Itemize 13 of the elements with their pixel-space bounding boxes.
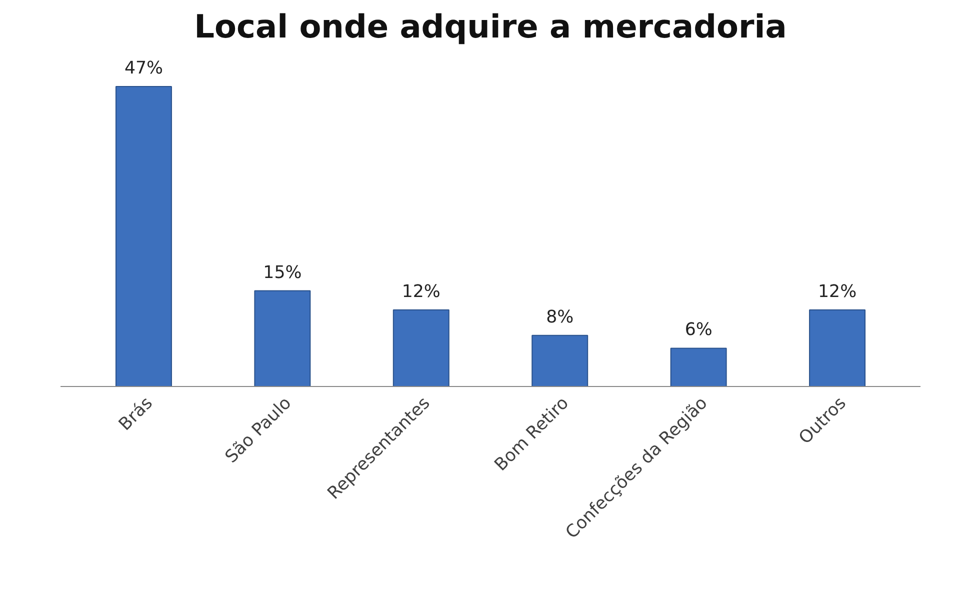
data-label: 15% (263, 262, 302, 283)
bar (115, 86, 172, 387)
bar (392, 309, 450, 387)
bar (670, 348, 727, 387)
chart-title: Local onde adquire a mercadoria (194, 8, 787, 46)
data-label: 12% (402, 282, 440, 302)
data-label: 12% (818, 282, 857, 302)
data-label: 8% (546, 307, 574, 328)
data-label: 47% (124, 58, 163, 78)
bar (809, 309, 866, 387)
bar (254, 290, 311, 387)
bar (532, 334, 588, 387)
data-label: 6% (684, 320, 712, 340)
